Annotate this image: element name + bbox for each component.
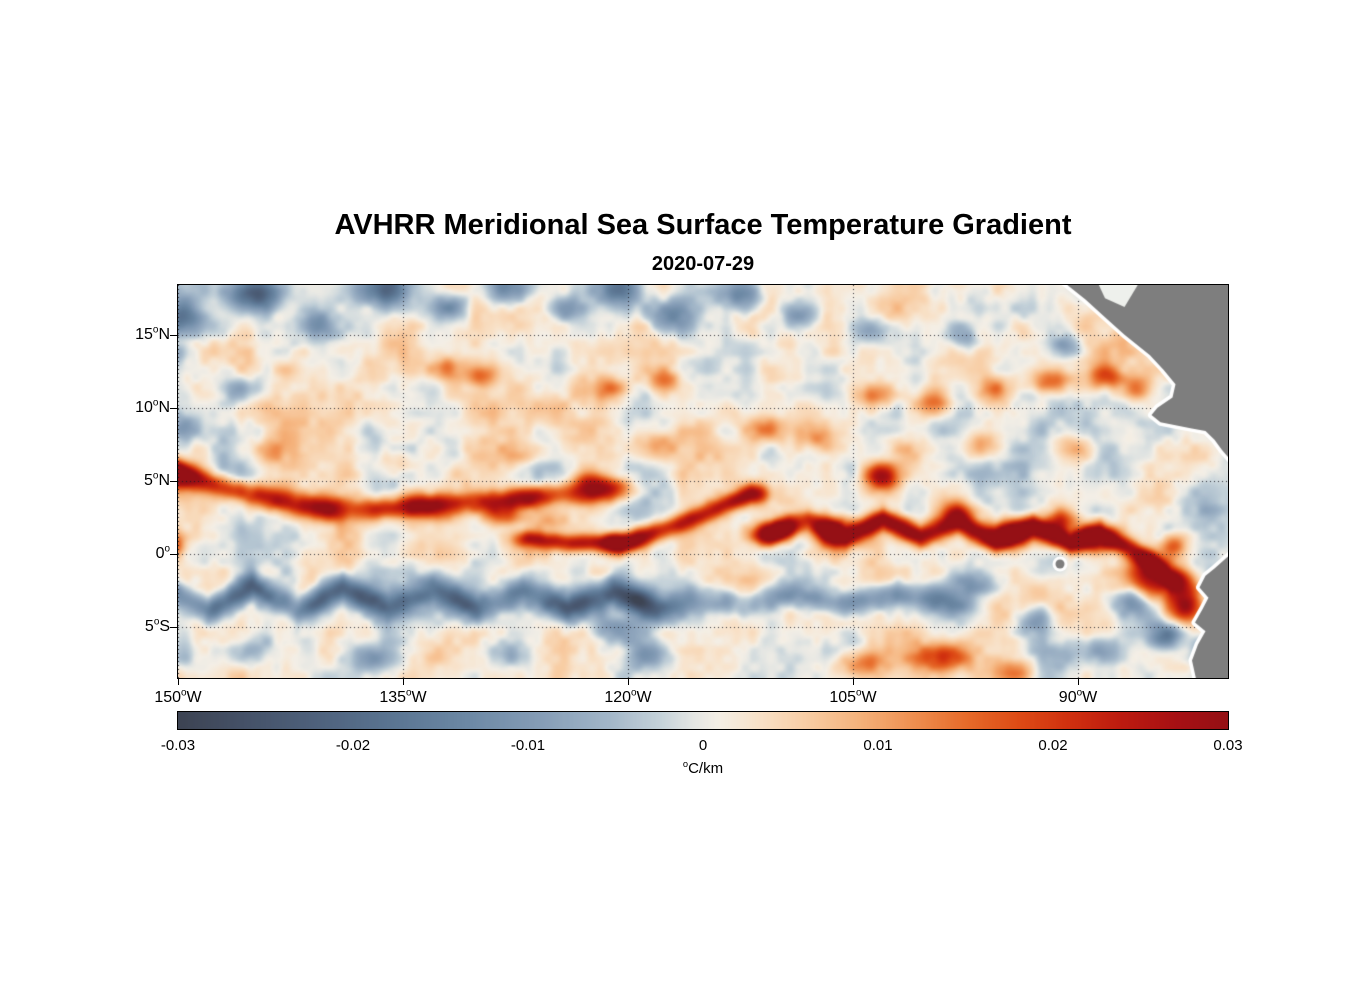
chart-title: AVHRR Meridional Sea Surface Temperature… [334, 209, 1072, 241]
x-tick-label: 135oW [379, 687, 427, 706]
x-tick-mark [1078, 679, 1079, 685]
colorbar-tick-label: 0 [698, 737, 708, 754]
y-tick-mark [170, 481, 177, 482]
y-tick-mark [170, 335, 177, 336]
x-tick-label: 150oW [154, 687, 202, 706]
colorbar-tick-label: 0.03 [1213, 737, 1243, 754]
x-tick-mark [628, 679, 629, 685]
x-tick-mark [178, 679, 179, 685]
x-tick-mark [403, 679, 404, 685]
y-tick-label: 0o [155, 543, 170, 562]
y-tick-label: 10oN [135, 397, 170, 416]
y-tick-label: 15oN [135, 324, 170, 343]
x-tick-mark [853, 679, 854, 685]
y-tick-label: 5oS [144, 616, 170, 635]
y-tick-mark [170, 627, 177, 628]
x-tick-label: 120oW [604, 687, 652, 706]
colorbar-tick-label: -0.03 [160, 737, 196, 754]
x-tick-label: 105oW [829, 687, 877, 706]
y-tick-label: 5oN [144, 470, 170, 489]
map-axes [177, 284, 1229, 679]
x-tick-label: 90oW [1058, 687, 1098, 706]
colorbar-tick-label: -0.01 [510, 737, 546, 754]
colorbar-tick-label: 0.02 [1038, 737, 1068, 754]
colorbar [177, 711, 1229, 730]
colorbar-tick-label: 0.01 [863, 737, 893, 754]
colorbar-unit-label: oC/km [682, 759, 724, 777]
chart-date-subtitle: 2020-07-29 [651, 253, 755, 275]
y-tick-mark [170, 408, 177, 409]
colorbar-gradient [178, 712, 1228, 729]
sst-gradient-heatmap [178, 285, 1228, 678]
y-tick-mark [170, 554, 177, 555]
colorbar-tick-label: -0.02 [335, 737, 371, 754]
